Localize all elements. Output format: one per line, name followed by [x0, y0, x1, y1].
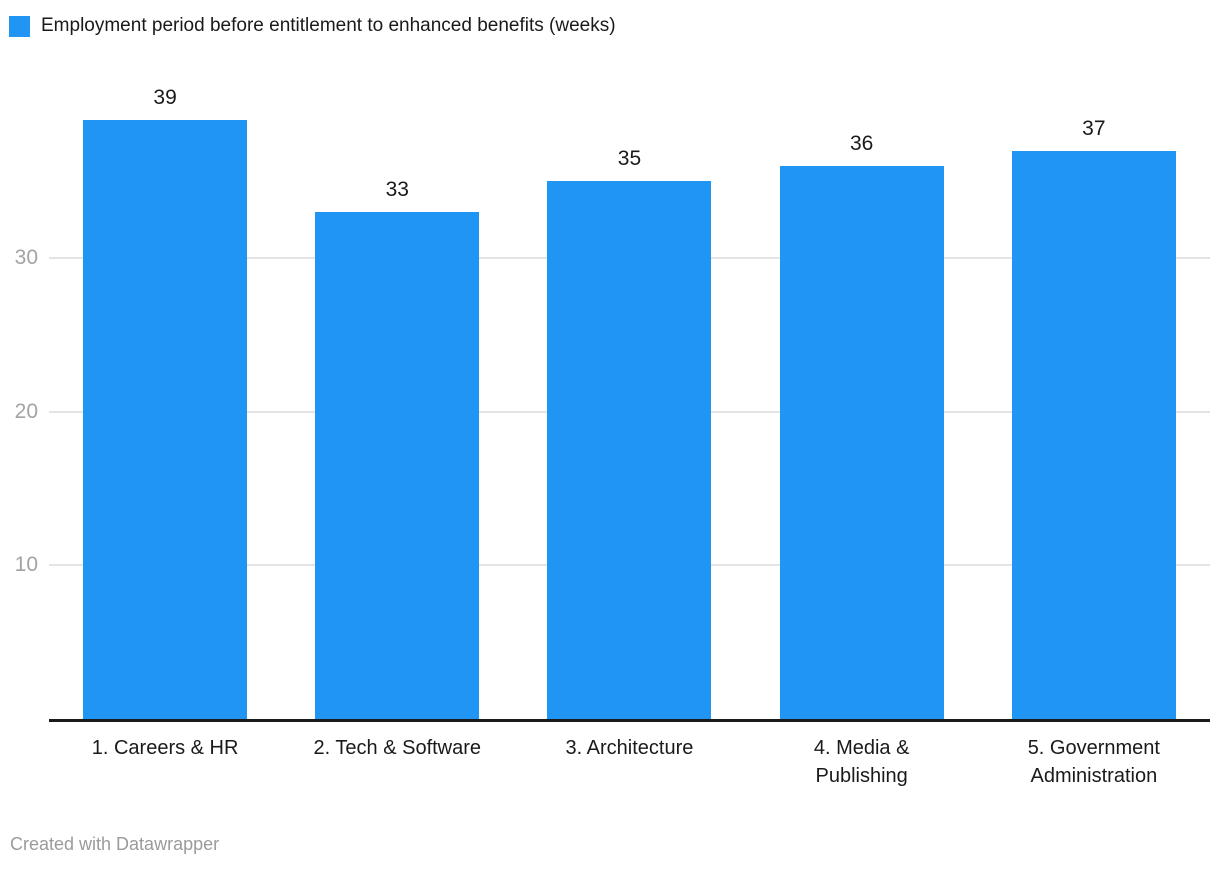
bar-value-label: 35 — [617, 147, 642, 171]
x-axis-line — [49, 719, 1210, 722]
x-axis-label-line: 2. Tech & Software — [313, 737, 482, 759]
bar — [547, 181, 712, 719]
attribution: Created with Datawrapper — [10, 834, 220, 854]
bar-column: 36 — [746, 132, 978, 719]
x-axis-label-line: 1. Careers & HR — [91, 737, 239, 759]
bar-column: 39 — [49, 86, 281, 719]
y-axis-tick-label: 20 — [14, 399, 38, 423]
x-axis-labels: 1. Careers & HR 2. Tech & Software 3. Arch… — [49, 734, 1210, 790]
bar-column: 33 — [281, 178, 513, 719]
x-axis-label-line: Publishing — [815, 765, 908, 787]
x-axis-label: 4. Media & Publishing — [746, 734, 978, 790]
x-axis-label: 3. Architecture — [513, 734, 745, 762]
bar — [779, 166, 944, 719]
x-axis-label: 2. Tech & Software — [281, 734, 513, 762]
y-axis-tick-label: 10 — [14, 553, 38, 577]
bars-group: 39 33 35 36 37 — [49, 70, 1210, 719]
bar-value-label: 33 — [385, 178, 409, 202]
y-axis-tick-label: 30 — [14, 246, 38, 270]
x-axis-label: 1. Careers & HR — [49, 734, 281, 762]
y-axis: 10 20 30 — [0, 70, 40, 719]
bar — [1011, 150, 1176, 719]
legend-label: Employment period before entitlement to … — [41, 15, 616, 36]
x-axis-label-line: 4. Media & — [813, 737, 910, 759]
bar-column: 37 — [978, 117, 1210, 719]
x-axis-label: 5. Government Administration — [978, 734, 1210, 790]
legend: Employment period before entitlement to … — [9, 15, 616, 37]
x-axis-label-line: 3. Architecture — [565, 737, 694, 759]
bar-value-label: 37 — [1082, 116, 1106, 140]
bar — [83, 119, 248, 719]
bar-column: 35 — [513, 147, 745, 719]
bar — [315, 212, 480, 719]
legend-swatch-icon — [9, 15, 30, 37]
x-axis-label-line: 5. Government — [1027, 737, 1160, 759]
x-axis-label-line: Administration — [1030, 765, 1158, 787]
bar-value-label: 36 — [849, 132, 874, 156]
bar-value-label: 39 — [153, 85, 177, 109]
plot-area: 39 33 35 36 37 — [49, 70, 1210, 722]
